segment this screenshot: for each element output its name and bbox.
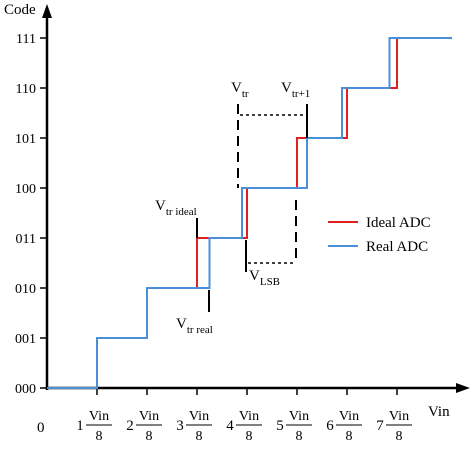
y-tick-label: 011 xyxy=(16,232,36,247)
x-tick-numerator: Vin xyxy=(139,409,159,424)
x-tick-numerator: Vin xyxy=(339,409,359,424)
vtr-ideal-annotation: Vtr ideal xyxy=(155,198,198,238)
y-tick-label: 100 xyxy=(15,182,36,197)
x-tick-denominator: 8 xyxy=(196,429,203,444)
x-tick-coef: 4 xyxy=(226,418,234,434)
x-axis-arrow xyxy=(456,383,470,393)
vtr-ideal-label: Vtr ideal xyxy=(155,198,197,218)
x-tick-numerator: Vin xyxy=(189,409,209,424)
x-tick-coef: 3 xyxy=(176,418,184,434)
x-tick-numerator: Vin xyxy=(239,409,259,424)
y-axis-arrow xyxy=(42,4,52,18)
series-line-ideal-adc xyxy=(47,37,452,389)
x-tick-denominator: 8 xyxy=(246,429,253,444)
x-end-label: Vin xyxy=(428,404,450,420)
x-tick-numerator: Vin xyxy=(389,409,409,424)
vtr1-label: Vtr+1 xyxy=(281,80,310,100)
y-tick-label: 010 xyxy=(15,282,36,297)
legend-label: Real ADC xyxy=(366,239,428,255)
vlsb-label: VLSB xyxy=(249,268,280,288)
y-tick-label: 110 xyxy=(16,82,36,97)
x-tick-denominator: 8 xyxy=(146,429,153,444)
vlsb-annotation: VLSB xyxy=(245,200,297,288)
vtr-annotation: Vtr Vtr+1 xyxy=(231,80,310,188)
x-tick-denominator: 8 xyxy=(96,429,103,444)
x-tick-numerator: Vin xyxy=(289,409,309,424)
y-axis-title: Code xyxy=(4,2,36,18)
x-tick-denominator: 8 xyxy=(296,429,303,444)
x-tick-coef: 1 xyxy=(76,418,84,434)
x-tick-coef: 6 xyxy=(326,418,334,434)
vtr-label: Vtr xyxy=(231,80,249,100)
vtr-real-label: Vtr real xyxy=(176,316,213,336)
x-tick-coef: 5 xyxy=(276,418,284,434)
x-tick-coef: 7 xyxy=(376,418,384,434)
vtr-real-annotation: Vtr real xyxy=(176,290,213,336)
x-tick-denominator: 8 xyxy=(396,429,403,444)
x-tick-coef: 2 xyxy=(126,418,134,434)
origin-label: 0 xyxy=(37,420,45,436)
series-line-real-adc xyxy=(47,37,452,389)
x-tick-denominator: 8 xyxy=(346,429,353,444)
y-tick-label: 111 xyxy=(16,32,36,47)
legend-label: Ideal ADC xyxy=(366,215,431,231)
y-tick-label: 000 xyxy=(15,382,36,397)
y-tick-label: 101 xyxy=(15,132,36,147)
x-tick-numerator: Vin xyxy=(89,409,109,424)
legend: Ideal ADC Real ADC xyxy=(328,215,431,255)
y-tick-label: 001 xyxy=(15,332,36,347)
